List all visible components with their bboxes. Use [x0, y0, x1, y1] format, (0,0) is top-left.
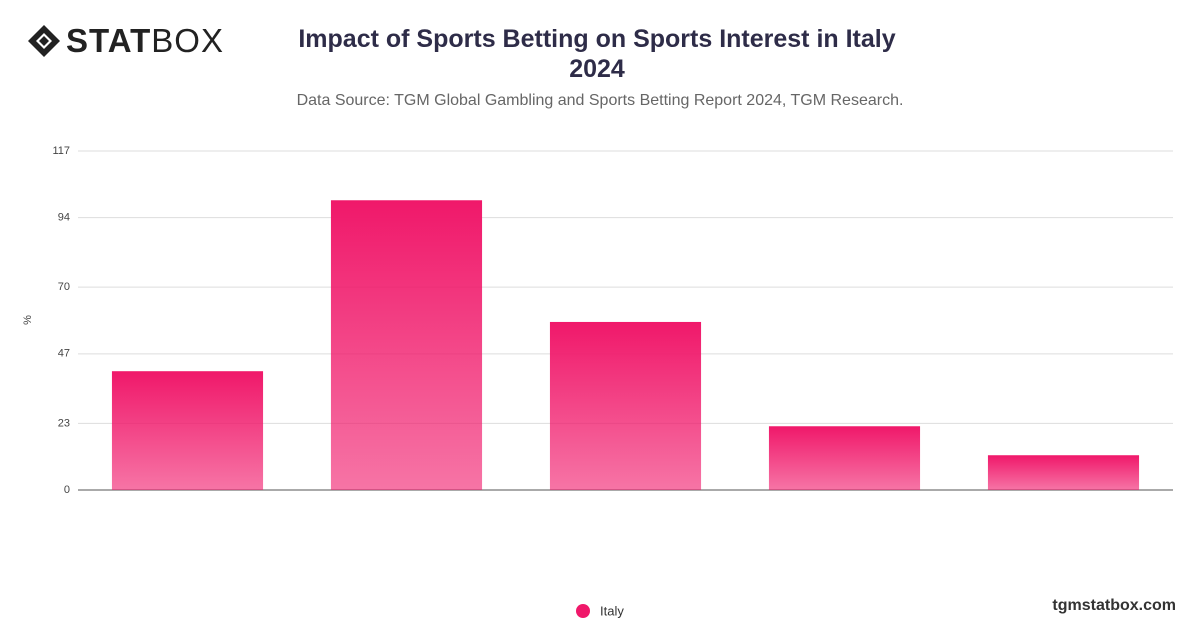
bar: [549, 321, 702, 490]
bar: [987, 455, 1140, 490]
y-tick-label: 117: [52, 145, 70, 157]
y-tick-label: 0: [64, 484, 70, 496]
logo-light: BOX: [151, 22, 224, 59]
y-tick-label: 70: [58, 281, 70, 293]
bar: [111, 371, 264, 490]
chart-title: Impact of Sports Betting on Sports Inter…: [298, 25, 896, 83]
y-tick-label: 23: [58, 417, 70, 429]
logo-icon: [28, 25, 60, 57]
legend-label: Italy: [600, 603, 624, 618]
logo: STAT BOX: [26, 22, 224, 60]
y-tick-label: 47: [58, 348, 70, 360]
legend-marker: [576, 604, 590, 618]
bar: [330, 200, 483, 490]
footer: tgmstatbox.com: [1052, 597, 1176, 614]
logo-bold: STAT: [66, 22, 152, 59]
chart-subtitle: Data Source: TGM Global Gambling and Spo…: [296, 92, 904, 109]
bar: [768, 426, 921, 490]
y-axis-label: %: [22, 315, 34, 325]
y-tick-label: 94: [58, 212, 70, 224]
